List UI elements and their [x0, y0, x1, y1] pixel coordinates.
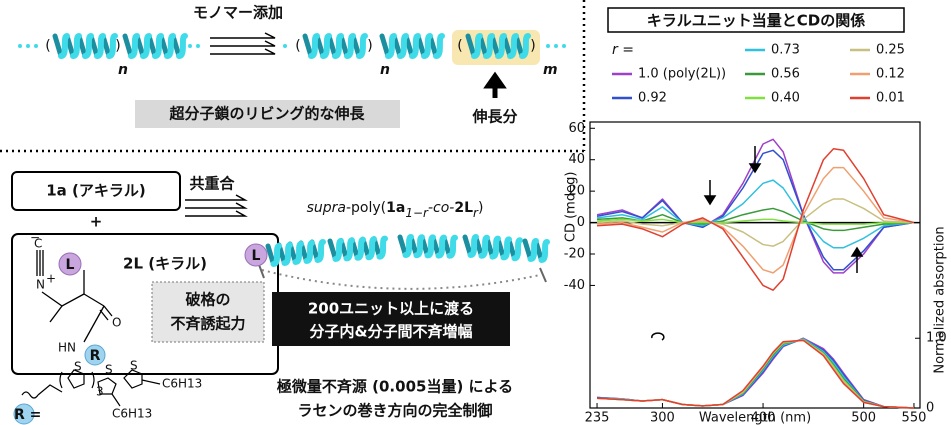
substituent: C6H13: [112, 407, 152, 421]
label: 伸長分: [471, 108, 517, 126]
absorption-line: [597, 339, 914, 408]
product-part: 2L: [454, 200, 473, 216]
product-part: 1a: [386, 200, 405, 216]
arrows: [210, 33, 275, 54]
legend-label: 0.40: [771, 91, 800, 106]
x-tick-label: 500: [851, 411, 876, 425]
dot: [554, 44, 558, 48]
legend-label: 0.73: [771, 43, 800, 58]
subscript: m: [543, 62, 558, 78]
ends: [258, 262, 546, 282]
atom: S: [130, 359, 138, 373]
y-tick-label: 60: [568, 121, 585, 136]
subscript: n: [380, 62, 390, 78]
paren: (: [457, 38, 462, 54]
absorption-line: [597, 340, 914, 408]
caption: 超分子鎖のリビング的な伸長: [168, 105, 365, 123]
label: 共重合: [189, 175, 235, 193]
conclusion: ラセンの巻き方向の完全制御: [297, 402, 492, 420]
dot: [562, 44, 566, 48]
dot: [188, 44, 192, 48]
absorption-line: [597, 339, 914, 408]
cd-line: [597, 180, 914, 248]
dot: [196, 44, 200, 48]
product: supra-poly(1a1−r-co-2Lr): [307, 200, 484, 220]
paren: ): [115, 38, 120, 54]
monomer-2L: 2L (キラル): [123, 255, 207, 273]
product-part: ): [478, 200, 483, 216]
legend-label: 0.01: [876, 91, 905, 106]
subscript: n: [118, 62, 128, 78]
chart-title: キラルユニット当量とCDの関係: [647, 12, 865, 30]
legend-label: 0.92: [638, 91, 667, 106]
paren: (: [45, 38, 50, 54]
structure: [22, 370, 160, 406]
charge: +: [46, 272, 56, 286]
plus: +: [90, 213, 103, 231]
subscript: 3: [96, 385, 104, 399]
note: 分子内&分子間不斉増幅: [309, 323, 472, 341]
up-arrow: [488, 76, 502, 98]
atom: O: [112, 316, 121, 330]
copolymer-scheme: 1a (アキラル) + 共重合 L 2L (キラル) 破格の 不斉誘起力 C −…: [12, 172, 546, 424]
product-part: 1−r: [405, 206, 429, 220]
cd-line: [597, 219, 914, 224]
label: L: [252, 248, 261, 264]
paren: (: [295, 38, 300, 54]
charge: −: [30, 231, 40, 245]
dot: [18, 44, 22, 48]
paren: ): [367, 38, 372, 54]
dot: [546, 44, 550, 48]
atom: S: [74, 360, 82, 374]
y-tick-label: -20: [564, 247, 585, 262]
absorption-line: [597, 340, 914, 408]
product-part: -co-: [428, 200, 454, 216]
y2-tick-label: 0: [926, 401, 934, 416]
atom: S: [105, 363, 113, 377]
atom: N: [36, 278, 45, 292]
y-axis-label: CD (mdeg): [564, 172, 579, 243]
legend-label: 0.25: [876, 43, 905, 58]
y-tick-label: -40: [564, 278, 585, 293]
x-tick-label: 300: [650, 411, 675, 425]
legend-label: 0.56: [771, 67, 800, 82]
product-part: -poly(: [346, 200, 386, 216]
living-extension-scheme: モノマー添加 n n m 超分子鎖のリビング的な伸長 伸長分: [118, 4, 558, 129]
x-tick-label: 550: [902, 411, 927, 425]
figure: モノマー添加 n n m 超分子鎖のリビング的な伸長 伸長分 1a (アキラル)…: [0, 0, 951, 425]
note: 破格の: [185, 291, 230, 309]
label: L: [66, 257, 75, 273]
y2-axis-label: Normalized absorption: [933, 226, 948, 373]
y-tick-label: 40: [568, 152, 585, 167]
label: R =: [14, 407, 41, 423]
dot: [283, 44, 287, 48]
atom: HN: [58, 341, 76, 355]
annotation-arrows: [652, 146, 862, 340]
note: 不斉誘起力: [170, 315, 245, 333]
note: 200ユニット以上に渡る: [308, 300, 474, 318]
absorption-line: [597, 338, 914, 408]
substituent: C6H13: [162, 377, 202, 391]
x-axis-label: Wavelength (nm): [699, 411, 811, 425]
legend-label: 0.12: [876, 67, 905, 82]
chain-end: L: [245, 244, 267, 266]
paren: ): [530, 38, 535, 54]
legend-title: r =: [612, 42, 634, 58]
x-tick-label: 235: [585, 411, 610, 425]
monomer-1a: 1a (アキラル): [46, 182, 146, 200]
legend-label: 1.0 (poly(2L)): [638, 67, 726, 82]
product-part: supra: [307, 200, 346, 216]
dot: [26, 44, 30, 48]
step-label: モノマー添加: [193, 4, 283, 22]
arrows: [185, 195, 245, 216]
conclusion: 極微量不斉源 (0.005当量) による: [276, 378, 513, 396]
dotted-arrow: [262, 270, 540, 289]
absorption-line: [597, 340, 914, 408]
label: R: [90, 348, 101, 364]
dot: [34, 44, 38, 48]
